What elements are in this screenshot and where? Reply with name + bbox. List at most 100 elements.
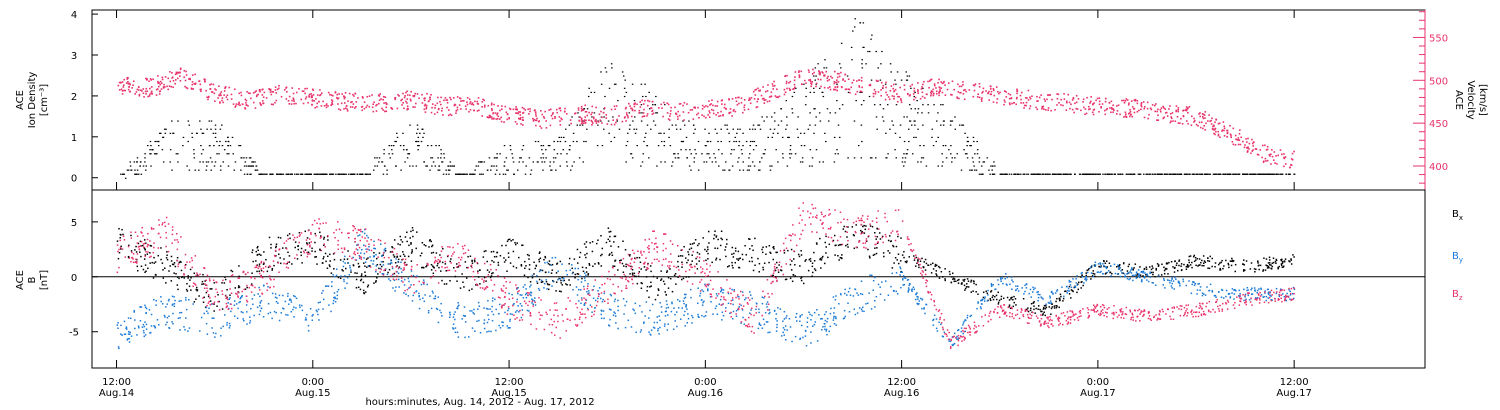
velocity-point (585, 110, 588, 113)
velocity-point (1252, 145, 1255, 147)
density-point (437, 157, 439, 159)
velocity-point (1230, 136, 1233, 139)
density-point (720, 128, 722, 130)
density-point (805, 87, 808, 89)
density-point (991, 169, 993, 171)
by-point (213, 317, 215, 319)
density-point (732, 128, 735, 130)
bx-point (311, 247, 313, 250)
density-point (1152, 173, 1154, 175)
bx-point (558, 277, 560, 280)
density-point (791, 112, 794, 114)
by-point (835, 324, 838, 326)
by-point (872, 279, 875, 282)
velocity-point (234, 88, 236, 91)
bx-point (738, 257, 740, 260)
density-point (646, 145, 648, 147)
velocity-point (424, 103, 427, 106)
bx-point (314, 232, 316, 235)
density-point (811, 157, 814, 159)
density-point (255, 165, 258, 167)
density-point (916, 112, 919, 114)
velocity-point (1008, 102, 1011, 104)
bx-point (673, 274, 676, 277)
velocity-point (1037, 100, 1039, 102)
bx-point (296, 258, 299, 260)
velocity-point (469, 101, 472, 103)
density-point (353, 173, 355, 175)
density-point (149, 140, 152, 143)
by-point (188, 299, 190, 301)
by-point (799, 320, 801, 323)
by-point (949, 340, 952, 343)
bx-point (773, 248, 775, 250)
velocity-point (658, 107, 660, 109)
bx-point (186, 290, 189, 292)
density-point (935, 140, 938, 143)
velocity-point (137, 89, 140, 91)
bx-point (761, 251, 764, 254)
bx-point (180, 261, 182, 263)
by-point (171, 321, 173, 323)
velocity-point (740, 101, 743, 104)
velocity-point (1138, 109, 1140, 112)
bx-point (178, 277, 180, 280)
velocity-point (1049, 94, 1051, 96)
bx-point (787, 249, 789, 252)
by-point (267, 285, 269, 288)
velocity-point (157, 82, 159, 84)
density-point (300, 173, 303, 175)
velocity-point (580, 107, 583, 110)
bx-point (550, 272, 553, 274)
by-point (372, 263, 374, 265)
bx-point (1092, 272, 1094, 275)
velocity-point (1122, 99, 1125, 102)
by-point (307, 330, 310, 332)
bx-point (432, 272, 435, 275)
bx-point (901, 254, 904, 256)
density-point (417, 136, 420, 139)
bx-point (724, 249, 726, 251)
by-point (166, 316, 169, 319)
density-point (861, 63, 863, 65)
density-point (1104, 173, 1106, 175)
bx-point (990, 290, 993, 292)
bx-point (635, 275, 637, 278)
bx-point (306, 242, 308, 244)
bx-point (399, 255, 402, 257)
density-axis-label-line3: [cm⁻³] (39, 84, 50, 116)
by-point (127, 338, 129, 340)
density-point (941, 165, 943, 167)
by-point (997, 283, 1000, 286)
by-point (677, 299, 679, 301)
velocity-point (373, 101, 375, 103)
density-point (742, 145, 744, 147)
density-point (210, 120, 213, 122)
velocity-point (219, 101, 221, 103)
bx-point (897, 262, 900, 265)
bx-point (169, 265, 171, 267)
density-point (724, 124, 726, 126)
bx-point (936, 274, 938, 277)
bx-point (657, 288, 660, 290)
velocity-point (1069, 107, 1071, 110)
velocity-point (549, 124, 552, 127)
by-point (681, 307, 684, 309)
density-point (975, 169, 978, 171)
bx-point (1218, 262, 1221, 264)
by-point (820, 318, 822, 320)
bx-point (533, 261, 535, 264)
bx-point (265, 258, 267, 261)
velocity-point (613, 123, 616, 126)
velocity-point (669, 110, 672, 112)
velocity-point (332, 94, 334, 97)
velocity-point (155, 94, 158, 96)
density-point (853, 157, 856, 159)
bx-point (306, 237, 309, 239)
velocity-point (185, 70, 187, 73)
velocity-point (1083, 106, 1085, 109)
bx-point (652, 275, 655, 278)
velocity-point (836, 72, 839, 75)
bx-point (1051, 303, 1053, 305)
bx-point (985, 290, 987, 293)
